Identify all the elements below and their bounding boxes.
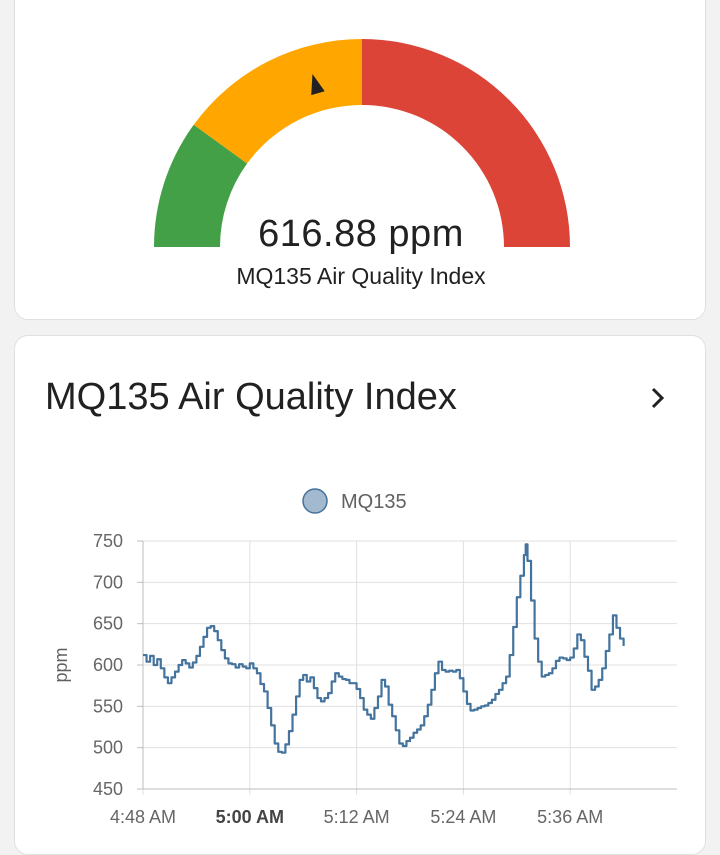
y-tick-label: 650 [93,614,123,634]
gauge-name: MQ135 Air Quality Index [236,263,486,289]
y-axis-title: ppm [51,647,71,682]
gauge-segment-2 [193,39,362,164]
gauge-segment-3 [362,39,570,247]
x-tick-label: 5:12 AM [324,807,390,827]
gauge-segment-1 [154,124,248,247]
x-tick-label: 5:24 AM [430,807,496,827]
legend-marker [302,488,328,514]
y-tick-label: 450 [93,779,123,799]
y-tick-label: 600 [93,655,123,675]
y-tick-label: 500 [93,738,123,758]
x-tick-label: 5:36 AM [537,807,603,827]
legend-label: MQ135 [341,491,407,513]
y-tick-label: 550 [93,696,123,716]
y-tick-label: 750 [93,531,123,551]
gauge-value: 616.88 ppm [258,213,464,255]
gauge-card[interactable]: 616.88 ppm MQ135 Air Quality Index [14,0,706,320]
chevron-right-icon[interactable] [643,380,673,416]
series-line-mq135 [143,543,625,754]
gauge-needle [311,73,325,96]
x-tick-label: 4:48 AM [110,807,176,827]
line-chart: MQ135 450 500 550 600 650 700 750 4:48 AM 5:00 AM… [51,488,677,827]
gauge-dial [154,39,570,247]
history-graph-card: MQ135 Air Quality Index MQ135 450 500 550 60… [14,335,706,855]
card-title: MQ135 Air Quality Index [45,376,457,418]
y-tick-label: 700 [93,572,123,592]
x-tick-label: 5:00 AM [216,807,284,827]
